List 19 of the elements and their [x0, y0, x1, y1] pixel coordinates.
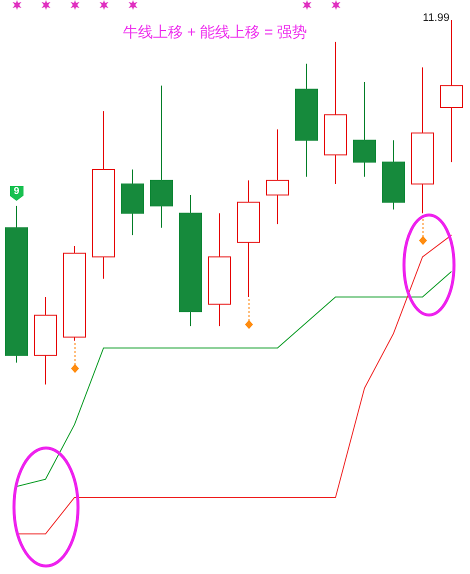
candlestick: [295, 63, 318, 178]
candlestick: [34, 296, 57, 385]
candlestick: [179, 194, 202, 327]
candlestick: [121, 168, 144, 236]
candlestick: [150, 85, 173, 228]
annotation: 11.99: [422, 12, 450, 24]
candlestick: [92, 110, 115, 280]
badge: 9: [10, 186, 24, 201]
candlestick: [353, 82, 376, 178]
candlestick: [5, 205, 28, 364]
candlestick: [63, 246, 86, 342]
candlestick: [266, 128, 289, 225]
candlestick: [382, 140, 405, 210]
candlestick: [237, 180, 260, 298]
chart-title: 牛线上移 + 能线上移 = 强势: [123, 24, 308, 41]
candlestick: [208, 212, 231, 327]
candlestick: [440, 20, 463, 163]
candlestick: [411, 66, 434, 214]
candlestick: [324, 41, 347, 185]
